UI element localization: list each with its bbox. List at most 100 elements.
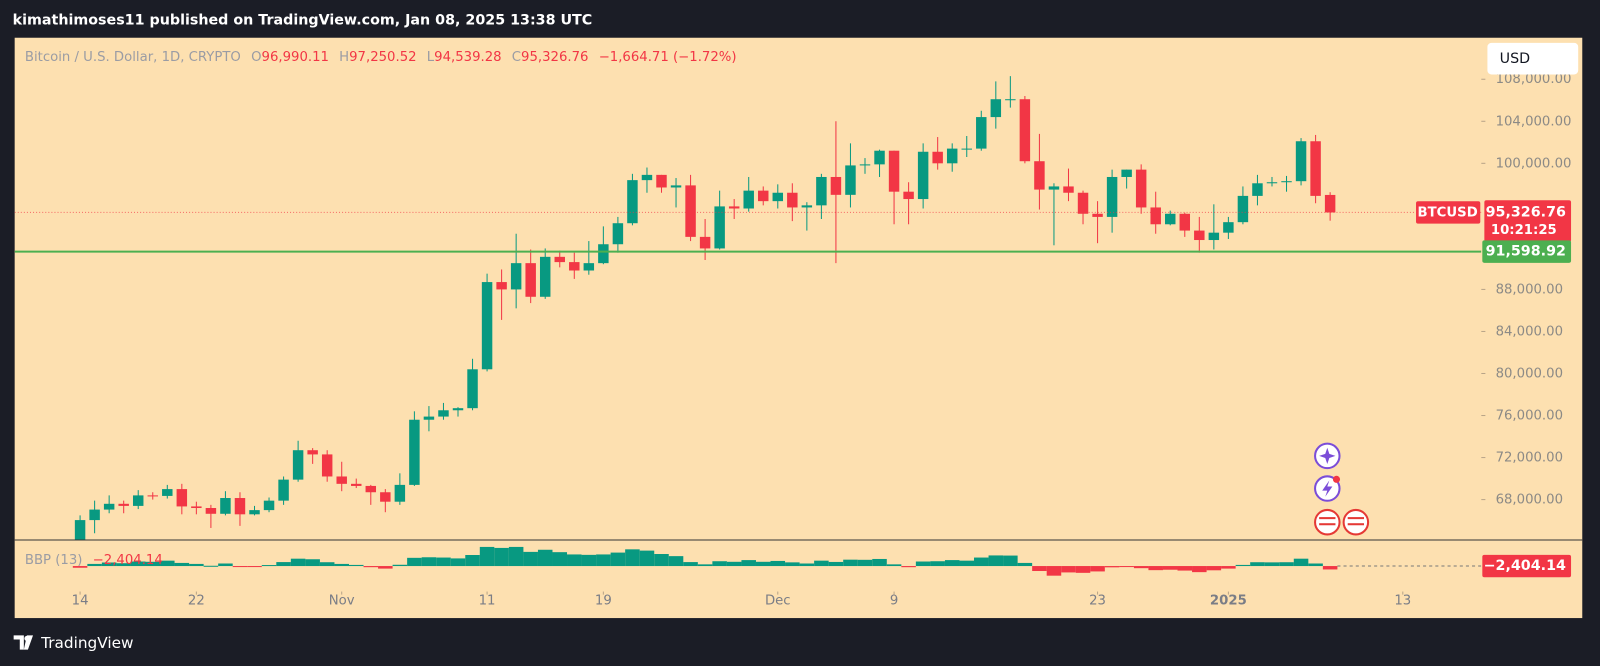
candle-body — [162, 489, 173, 496]
candle-body — [816, 176, 827, 206]
indicator-bar — [1177, 566, 1193, 571]
indicator-bar — [290, 558, 306, 567]
currency-label[interactable]: USD — [1500, 51, 1530, 67]
candle-body — [423, 416, 435, 420]
candle-body — [1165, 213, 1176, 225]
icon-glyph — [1322, 480, 1333, 497]
candle-body — [874, 150, 885, 165]
indicator-bar — [828, 561, 844, 567]
legend-key: O — [251, 50, 261, 65]
indicator-bar — [1206, 566, 1222, 571]
indicator-bar — [247, 566, 262, 568]
indicator-bar — [770, 560, 786, 567]
icon[interactable] — [1342, 508, 1370, 536]
indicator-legend: BBP (13) −2,404.14 — [25, 553, 163, 568]
candle-body — [205, 508, 217, 514]
indicator-bar — [378, 566, 393, 569]
indicator-bar — [610, 552, 626, 567]
indicator-bar — [203, 565, 219, 567]
candle-body — [569, 262, 580, 271]
candle-body — [220, 498, 231, 514]
candle-body — [1310, 141, 1321, 196]
indicator-bar — [494, 547, 509, 567]
x-tick-label: 19 — [595, 594, 612, 609]
candle-body — [307, 450, 318, 455]
candle-body — [830, 176, 842, 195]
candle-body — [249, 510, 260, 515]
indicator-bar — [508, 546, 524, 567]
indicator-name: BBP (13) — [25, 553, 83, 568]
indicator-bar — [944, 560, 960, 567]
candle-body — [1034, 161, 1045, 190]
candle-body — [1237, 195, 1249, 223]
candle-body — [641, 174, 653, 181]
indicator-bar — [1061, 566, 1076, 573]
y-tick-label: 76,000.00 — [1496, 409, 1563, 424]
x-tick-label: 9 — [890, 594, 898, 609]
indicator-bar — [668, 556, 684, 567]
indicator-bar — [465, 555, 480, 567]
indicator-bar — [988, 555, 1004, 567]
candle-body — [176, 489, 188, 507]
candle-body — [685, 185, 696, 237]
candle-body — [554, 256, 565, 263]
candle-body — [1208, 232, 1220, 241]
icon[interactable] — [1314, 508, 1341, 536]
countdown-label: 10:21:25 — [1491, 223, 1557, 238]
chart-legend: Bitcoin / U.S. Dollar, 1D, CRYPTO O96,990… — [25, 50, 737, 65]
candle-body — [1019, 99, 1031, 162]
candle-body — [539, 256, 551, 297]
candle-body — [801, 205, 813, 208]
indicator-bar — [1090, 566, 1105, 572]
indicator-bar — [1104, 566, 1120, 568]
icon-dot — [1332, 475, 1341, 483]
indicator-bar — [160, 560, 175, 567]
candle-body — [598, 244, 609, 264]
candle-body — [1121, 169, 1132, 177]
indicator-bar — [1264, 562, 1280, 567]
candle-body — [1150, 207, 1161, 225]
candle-body — [917, 151, 929, 200]
candle-body — [1179, 213, 1191, 231]
indicator-bar — [319, 562, 335, 567]
candle-body — [1295, 141, 1307, 182]
price-pane — [14, 76, 1482, 540]
indicator-tag-label: −2,404.14 — [1484, 558, 1566, 574]
candle-body — [758, 190, 769, 202]
icon-glyph — [1319, 523, 1336, 526]
icon-glyph — [1347, 517, 1365, 520]
x-tick-label: 14 — [72, 594, 89, 609]
indicator-bar — [901, 566, 916, 568]
indicator-bar — [1279, 562, 1294, 567]
candle-body — [147, 495, 158, 497]
brand-name: TradingView — [40, 634, 133, 652]
indicator-bar — [261, 565, 277, 567]
x-tick-label: 11 — [479, 594, 496, 609]
x-tick-label: 2025 — [1210, 594, 1247, 609]
x-tick-label: Nov — [329, 594, 355, 609]
indicator-tag — [1482, 554, 1572, 578]
candle-body — [1063, 186, 1074, 193]
y-tick-label: 104,000.00 — [1496, 114, 1572, 129]
candle-body — [627, 180, 638, 224]
indicator-bar — [683, 562, 698, 567]
price-tag-label: 95,326.76 — [1486, 204, 1566, 220]
chart-title: Bitcoin / U.S. Dollar, 1D, CRYPTO — [25, 50, 241, 65]
y-tick-label: 84,000.00 — [1496, 324, 1563, 339]
candle-body — [859, 164, 871, 166]
indicator-bar — [581, 554, 597, 567]
indicator-bar — [116, 563, 131, 567]
legend-key: C — [512, 50, 521, 65]
candle-body — [467, 369, 478, 409]
candle-body — [743, 190, 754, 209]
candle-body — [845, 165, 856, 195]
indicator-bar — [87, 563, 102, 567]
candle-body — [336, 476, 347, 484]
indicator-bar — [654, 554, 669, 567]
indicator-bar — [697, 564, 713, 567]
currency-button[interactable] — [1487, 42, 1579, 75]
indicator-bar — [959, 560, 975, 567]
indicator-bar — [1162, 566, 1178, 570]
